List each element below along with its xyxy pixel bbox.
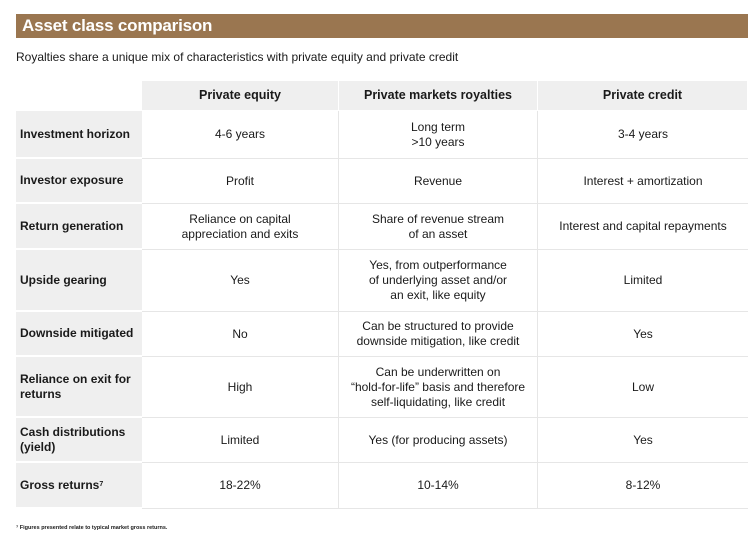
row-label-investment-horizon: Investment horizon: [16, 111, 142, 159]
row-label-reliance-on-exit: Reliance on exit for returns: [16, 357, 142, 418]
table-cell: 3-4 years: [538, 111, 748, 159]
row-label-text: Gross returns: [20, 477, 100, 492]
column-header-private-credit: Private credit: [538, 81, 748, 111]
table-cell: Yes: [142, 250, 339, 312]
table-cell: Yes: [538, 418, 748, 463]
subtitle: Royalties share a unique mix of characte…: [16, 50, 459, 64]
row-label-investor-exposure: Investor exposure: [16, 159, 142, 204]
table-cell: Low: [538, 357, 748, 418]
table-cell: Interest and capital repayments: [538, 204, 748, 250]
table-cell: 8-12%: [538, 463, 748, 509]
table-cell: Limited: [142, 418, 339, 463]
row-label-downside-mitigated: Downside mitigated: [16, 312, 142, 357]
table-cell: Profit: [142, 159, 339, 204]
table-cell: Yes: [538, 312, 748, 357]
column-header-private-markets-royalties: Private markets royalties: [339, 81, 538, 111]
comparison-table: Private equity Private markets royalties…: [16, 81, 748, 509]
table-cell: Interest + amortization: [538, 159, 748, 204]
table-cell: Yes (for producing assets): [339, 418, 538, 463]
header-corner: [16, 81, 142, 111]
table-cell: Reliance on capital appreciation and exi…: [142, 204, 339, 250]
table-cell: Can be structured to provide downside mi…: [339, 312, 538, 357]
footnote: ⁷ Figures presented relate to typical ma…: [16, 525, 168, 531]
table-cell: Long term >10 years: [339, 111, 538, 159]
table-cell: Revenue: [339, 159, 538, 204]
row-label-gross-returns: Gross returns 7: [16, 463, 142, 509]
table-cell: 18-22%: [142, 463, 339, 509]
table-cell: High: [142, 357, 339, 418]
row-label-upside-gearing: Upside gearing: [16, 250, 142, 312]
table-cell: Can be underwritten on “hold-for-life” b…: [339, 357, 538, 418]
table-cell: No: [142, 312, 339, 357]
table-cell: Yes, from outperformance of underlying a…: [339, 250, 538, 312]
row-label-return-generation: Return generation: [16, 204, 142, 250]
table-cell: Share of revenue stream of an asset: [339, 204, 538, 250]
table-cell: Limited: [538, 250, 748, 312]
table-cell: 10-14%: [339, 463, 538, 509]
page-title: Asset class comparison: [16, 14, 748, 38]
column-header-private-equity: Private equity: [142, 81, 339, 111]
table-cell: 4-6 years: [142, 111, 339, 159]
row-label-cash-distributions: Cash distributions (yield): [16, 418, 142, 463]
